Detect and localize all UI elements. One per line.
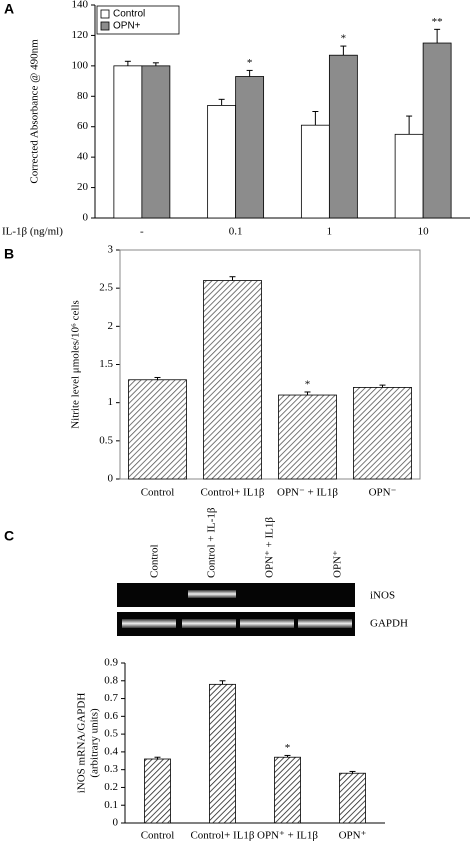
y-tick-label: 0 xyxy=(83,212,89,224)
panel-label: A xyxy=(4,1,14,17)
y-tick-label: 2.5 xyxy=(99,282,113,294)
lane-label: Control + IL-1β xyxy=(206,507,218,578)
significance-label: ** xyxy=(432,16,443,28)
y-tick-label: 120 xyxy=(72,29,89,41)
bar xyxy=(278,394,337,480)
y-tick-label: 1.5 xyxy=(99,358,113,370)
x-tick-label: 1 xyxy=(327,226,333,238)
significance-label: * xyxy=(247,57,253,69)
y-axis-label: Corrected Absorbance @ 490nm xyxy=(29,39,41,184)
x-tick-label: OPN⁺ xyxy=(339,830,367,842)
plot-frame xyxy=(119,249,421,480)
y-tick-label: 0.4 xyxy=(104,745,118,757)
band-label: iNOS xyxy=(370,590,395,602)
x-tick-label: Control xyxy=(141,830,175,842)
bar xyxy=(353,386,412,480)
x-tick-label: 10 xyxy=(418,226,430,238)
bar xyxy=(422,42,452,219)
gel-band xyxy=(240,619,294,628)
y-tick-label: 0.5 xyxy=(104,728,118,740)
significance-label: * xyxy=(341,33,347,45)
y-tick-label: 80 xyxy=(77,90,89,102)
bar xyxy=(207,105,237,219)
x-tick-label: OPN⁻ xyxy=(369,487,397,499)
x-tick-label: OPN⁻ + IL1β xyxy=(277,487,338,499)
lane-label: OPN⁺ xyxy=(332,550,344,578)
y-axis-label: (arbitrary units) xyxy=(89,708,101,778)
gel-band xyxy=(188,590,236,598)
significance-label: * xyxy=(285,742,291,754)
y-tick-label: 100 xyxy=(72,59,89,71)
y-tick-label: 20 xyxy=(77,181,89,193)
gel-band xyxy=(182,619,236,628)
y-tick-label: 40 xyxy=(77,151,89,163)
y-tick-label: 140 xyxy=(72,0,89,11)
y-axis-label: Nitrite level μmoles/10⁶ cells xyxy=(70,300,82,429)
legend-label: Control xyxy=(113,9,145,20)
y-tick-label: 0.2 xyxy=(104,781,118,793)
panel-label: B xyxy=(4,246,14,262)
x-tick-label: Control+ IL1β xyxy=(200,487,264,499)
gel-band xyxy=(122,619,176,628)
y-tick-label: 0 xyxy=(108,473,114,485)
gel: Control Control + IL-1β OPN⁺ + IL1β OPN⁺… xyxy=(117,507,408,636)
bar xyxy=(144,758,171,824)
legend-box xyxy=(96,5,180,35)
legend-swatch xyxy=(100,21,110,31)
bar xyxy=(328,54,358,219)
bar xyxy=(209,683,236,824)
y-tick-label: 0 xyxy=(113,817,119,829)
y-tick-label: 60 xyxy=(77,120,89,132)
y-tick-label: 0.3 xyxy=(104,763,118,775)
lane-label: OPN⁺ + IL1β xyxy=(264,517,276,578)
bar xyxy=(203,280,262,480)
y-axis-label: iNOS mRNA/GAPDH xyxy=(76,693,88,794)
x-tick-label: - xyxy=(140,226,144,238)
y-tick-label: 0.9 xyxy=(104,657,118,669)
y-tick-label: 0.7 xyxy=(104,692,118,704)
bar xyxy=(235,76,265,219)
significance-label: * xyxy=(305,379,311,391)
y-tick-label: 0.5 xyxy=(99,434,113,446)
y-tick-label: 1 xyxy=(108,396,114,408)
chart: B Nitrite level μmoles/10⁶ cells 0 0.5 1 1.5 2… xyxy=(4,244,421,499)
legend-label: OPN+ xyxy=(113,21,141,32)
panel-label: C xyxy=(4,528,14,544)
lane-label: Control xyxy=(149,544,161,578)
y-tick-label: 2 xyxy=(108,320,114,332)
bar xyxy=(128,379,187,480)
legend-swatch xyxy=(100,9,110,19)
gel-band xyxy=(298,619,352,628)
x-tick-label: Control+ IL1β xyxy=(190,830,254,842)
x-tick-label: 0.1 xyxy=(229,226,243,238)
band-label: GAPDH xyxy=(370,618,408,630)
y-tick-label: 0.1 xyxy=(104,799,118,811)
y-tick-label: 0.6 xyxy=(104,710,118,722)
bar xyxy=(300,124,330,219)
bar xyxy=(339,772,366,824)
x-tick-label: OPN⁺ + IL1β xyxy=(257,830,318,842)
bar xyxy=(274,756,301,824)
x-axis-label: IL-1β (ng/ml) xyxy=(2,226,63,238)
y-tick-label: 3 xyxy=(108,244,114,256)
bar xyxy=(113,65,143,219)
x-tick-label: Control xyxy=(141,487,175,499)
y-tick-label: 0.8 xyxy=(104,674,118,686)
bar xyxy=(394,133,424,219)
bar xyxy=(141,65,171,219)
